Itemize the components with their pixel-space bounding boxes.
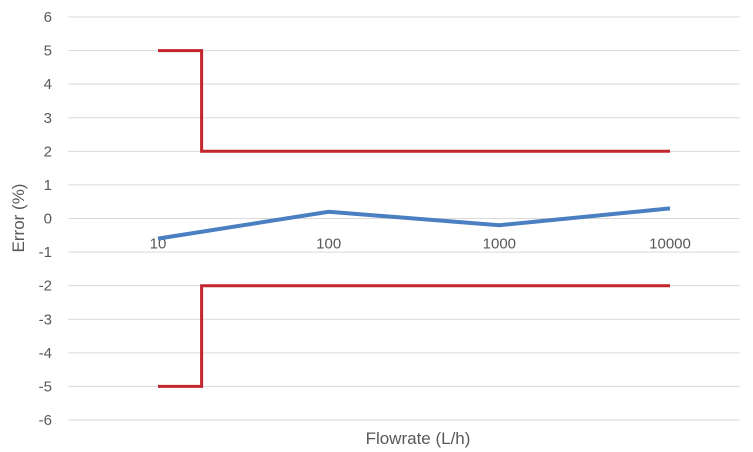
y-tick-label: 6 bbox=[44, 9, 52, 26]
y-tick-label: -6 bbox=[39, 412, 52, 429]
y-tick-label: 5 bbox=[44, 43, 52, 60]
x-tick-labels: 10 100 1000 10000 bbox=[150, 236, 691, 253]
series-lines bbox=[157, 49, 671, 388]
y-tick-label: 4 bbox=[44, 76, 52, 93]
y-tick-label: -3 bbox=[39, 311, 52, 328]
y-tick-label: 0 bbox=[44, 211, 52, 228]
y-tick-label: 1 bbox=[44, 177, 52, 194]
x-axis-title: Flowrate (L/h) bbox=[366, 429, 471, 448]
y-tick-label: -5 bbox=[39, 378, 52, 395]
y-tick-label: 3 bbox=[44, 110, 52, 127]
y-tick-label: 2 bbox=[44, 143, 52, 160]
x-tick-label: 1000 bbox=[483, 236, 516, 253]
upper-limit-line bbox=[158, 49, 670, 153]
y-tick-labels: 6 5 4 3 2 1 0 -1 -2 -3 -4 -5 -6 bbox=[39, 9, 52, 429]
error-series-line bbox=[157, 206, 671, 241]
x-tick-label: 10000 bbox=[649, 236, 691, 253]
y-tick-label: -1 bbox=[39, 244, 52, 261]
x-tick-label: 100 bbox=[316, 236, 341, 253]
y-tick-label: -4 bbox=[39, 345, 52, 362]
y-tick-label: -2 bbox=[39, 278, 52, 295]
lower-limit-line bbox=[158, 284, 670, 388]
y-axis-title: Error (%) bbox=[9, 184, 28, 253]
